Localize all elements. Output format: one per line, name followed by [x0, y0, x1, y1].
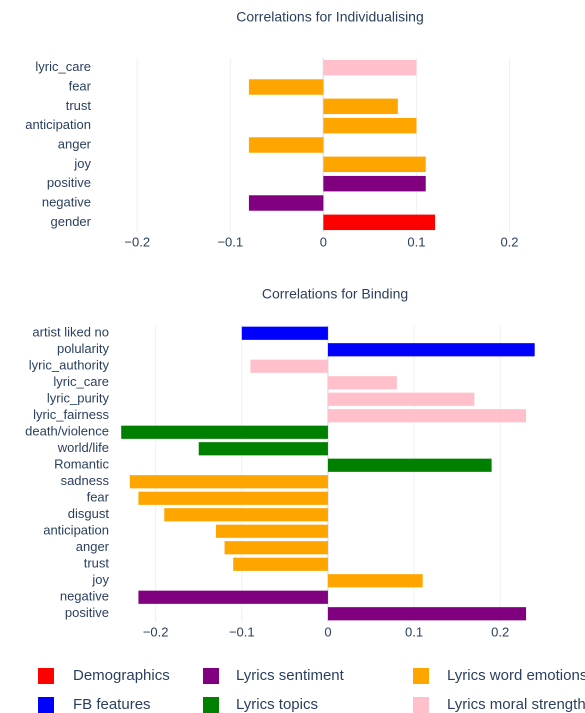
- bar: [327, 392, 475, 406]
- x-tick-label: −0.1: [217, 234, 243, 249]
- chart-title: Correlations for Binding: [262, 286, 408, 302]
- x-tick-label: −0.2: [124, 234, 150, 249]
- bar: [121, 425, 328, 439]
- y-tick-label: death/violence: [25, 424, 109, 439]
- x-tick-label: 0.1: [407, 234, 425, 249]
- x-tick-label: 0: [324, 624, 331, 639]
- bar: [323, 175, 426, 192]
- bar: [248, 195, 324, 211]
- legend-label: Lyrics moral strength: [447, 696, 585, 713]
- y-tick-label: trust: [84, 556, 110, 571]
- bar: [138, 590, 328, 604]
- bar: [327, 607, 527, 621]
- x-tick-label: 0.1: [405, 624, 423, 639]
- bar: [138, 491, 328, 505]
- y-tick-label: joy: [73, 156, 91, 171]
- y-tick-label: world/life: [57, 440, 109, 455]
- bar: [224, 541, 328, 555]
- y-tick-label: negative: [60, 589, 109, 604]
- chart-title: Correlations for Individualising: [236, 9, 424, 25]
- bar: [323, 156, 426, 173]
- legend-swatch: [38, 697, 54, 713]
- bar: [323, 214, 436, 231]
- y-tick-label: lyric_care: [53, 374, 109, 389]
- y-tick-label: fear: [87, 490, 110, 505]
- y-tick-label: lyric_purity: [47, 391, 110, 406]
- y-tick-label: joy: [91, 572, 109, 587]
- bar: [250, 359, 328, 373]
- y-tick-label: disgust: [68, 506, 110, 521]
- y-tick-label: anger: [58, 136, 92, 151]
- y-tick-label: artist liked no: [32, 325, 109, 340]
- legend-swatch: [413, 697, 429, 713]
- legend-label: Lyrics sentiment: [236, 667, 345, 684]
- bar: [327, 409, 527, 423]
- y-tick-label: fear: [69, 78, 92, 93]
- bar: [327, 574, 423, 588]
- bar: [241, 326, 328, 340]
- y-tick-label: gender: [51, 214, 92, 229]
- bar: [233, 557, 328, 571]
- y-tick-label: anticipation: [25, 117, 91, 132]
- y-tick-label: anticipation: [43, 523, 109, 538]
- x-tick-label: 0: [320, 234, 327, 249]
- legend-swatch: [413, 668, 429, 684]
- y-tick-label: sadness: [61, 473, 110, 488]
- legend-label: Lyrics topics: [236, 696, 318, 713]
- legend-label: Demographics: [73, 667, 170, 684]
- legend-label: Lyrics word emotions: [447, 667, 585, 684]
- x-tick-label: −0.2: [143, 624, 169, 639]
- x-tick-label: −0.1: [229, 624, 255, 639]
- legend-swatch: [203, 668, 219, 684]
- bar: [327, 376, 397, 390]
- bar: [248, 137, 324, 153]
- y-tick-label: trust: [66, 98, 92, 113]
- legend-swatch: [203, 697, 219, 713]
- bar: [327, 458, 492, 472]
- bar: [248, 79, 324, 95]
- y-tick-label: negative: [42, 194, 91, 209]
- y-tick-label: polularity: [57, 341, 110, 356]
- y-tick-label: positive: [47, 175, 91, 190]
- bar: [323, 117, 417, 134]
- bar: [164, 508, 328, 522]
- y-tick-label: lyric_fairness: [33, 407, 109, 422]
- x-tick-label: 0.2: [500, 234, 518, 249]
- y-tick-label: lyric_authority: [29, 358, 110, 373]
- y-tick-label: lyric_care: [35, 59, 91, 74]
- bar: [215, 524, 328, 538]
- x-tick-label: 0.2: [491, 624, 509, 639]
- bar: [129, 475, 328, 489]
- y-tick-label: positive: [65, 605, 109, 620]
- y-tick-label: anger: [76, 539, 110, 554]
- bar: [323, 98, 398, 115]
- legend-label: FB features: [73, 696, 151, 713]
- bar: [327, 343, 535, 357]
- legend-swatch: [38, 668, 54, 684]
- bar: [323, 59, 417, 76]
- y-tick-label: Romantic: [54, 457, 109, 472]
- bar: [198, 442, 328, 456]
